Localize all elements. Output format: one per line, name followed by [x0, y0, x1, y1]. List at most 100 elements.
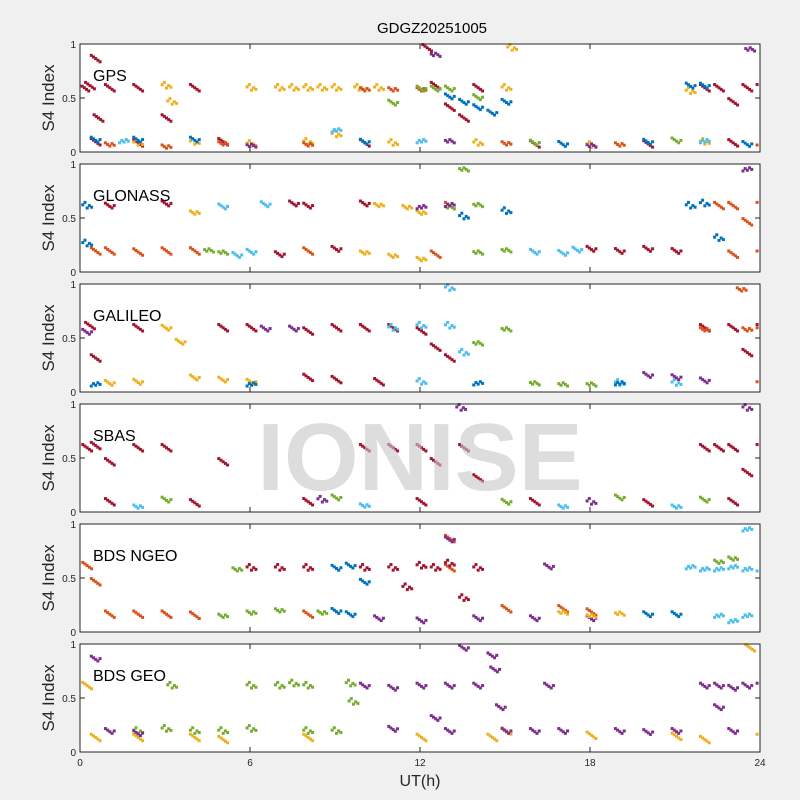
data-point [188, 83, 192, 87]
data-point [481, 343, 485, 347]
data-point [438, 716, 442, 720]
data-point [646, 141, 650, 145]
data-point [424, 618, 428, 622]
data-point [247, 563, 251, 567]
y-tick-label: 0 [70, 508, 76, 519]
data-point [188, 728, 192, 732]
data-point [429, 565, 433, 569]
data-point [464, 214, 468, 218]
data-point [415, 207, 419, 211]
data-point [446, 354, 450, 358]
data-point [138, 87, 142, 91]
data-point [493, 656, 497, 660]
data-point [422, 564, 426, 568]
data-point [91, 442, 95, 446]
data-point [721, 449, 725, 453]
data-point [387, 443, 391, 447]
data-point [172, 100, 176, 104]
data-point [238, 567, 242, 571]
data-point [85, 206, 89, 210]
data-point [335, 378, 338, 382]
data-point [296, 201, 300, 205]
data-point [731, 252, 735, 256]
data-point [731, 687, 735, 691]
data-point [474, 563, 478, 567]
data-point [452, 325, 456, 329]
data-point [175, 101, 179, 105]
panel-background [80, 404, 760, 512]
data-point [417, 683, 421, 687]
data-point [330, 130, 334, 134]
data-point [247, 83, 251, 87]
data-point [466, 216, 470, 220]
data-point [745, 408, 749, 412]
data-point [462, 217, 466, 221]
data-point [594, 247, 598, 251]
data-point [254, 329, 258, 333]
data-point [391, 568, 395, 572]
data-point [191, 247, 195, 251]
data-point [646, 731, 650, 735]
data-point [620, 142, 624, 146]
panel-background [80, 284, 760, 392]
data-point [110, 87, 114, 91]
data-point [698, 569, 702, 573]
data-point [280, 86, 284, 90]
data-point [221, 140, 225, 144]
data-point [742, 287, 746, 291]
data-point [727, 497, 731, 501]
data-point [528, 727, 532, 731]
data-point [450, 540, 454, 544]
data-point [705, 201, 709, 205]
data-point [217, 375, 221, 379]
data-point [481, 616, 485, 620]
data-point [373, 201, 377, 205]
data-point [616, 728, 620, 732]
data-point [729, 618, 733, 622]
data-point [462, 166, 466, 170]
data-point [219, 141, 223, 145]
data-point [450, 201, 454, 205]
data-point [429, 80, 433, 84]
data-point [535, 501, 539, 505]
data-point [391, 687, 395, 691]
data-point [195, 87, 199, 91]
data-point [302, 728, 306, 732]
data-point [642, 498, 646, 502]
data-point [320, 500, 324, 504]
data-point [191, 734, 195, 738]
data-point [423, 44, 427, 48]
data-point [361, 579, 365, 583]
data-point [306, 612, 310, 616]
data-point [592, 619, 596, 623]
data-point [448, 566, 452, 570]
data-point [415, 616, 419, 620]
data-point [332, 246, 336, 250]
data-point [346, 563, 350, 567]
data-point [460, 168, 464, 172]
data-point [531, 140, 535, 144]
data-point [308, 501, 312, 505]
data-point [698, 81, 702, 85]
data-point [590, 612, 593, 616]
data-point [219, 377, 223, 381]
data-point [741, 405, 745, 409]
data-point [420, 212, 423, 216]
data-point [87, 89, 91, 93]
data-point [387, 86, 391, 90]
data-point [363, 568, 367, 572]
data-point [183, 340, 187, 344]
data-point [707, 449, 711, 453]
data-point [91, 55, 95, 59]
data-point [98, 359, 102, 363]
data-point [502, 83, 506, 87]
data-point [195, 140, 199, 144]
data-point [509, 729, 513, 733]
data-point [575, 248, 579, 252]
data-point [141, 505, 145, 509]
data-point [713, 235, 717, 239]
data-point [701, 378, 705, 382]
data-point [141, 739, 145, 743]
data-point [226, 463, 230, 467]
data-point [452, 569, 456, 573]
